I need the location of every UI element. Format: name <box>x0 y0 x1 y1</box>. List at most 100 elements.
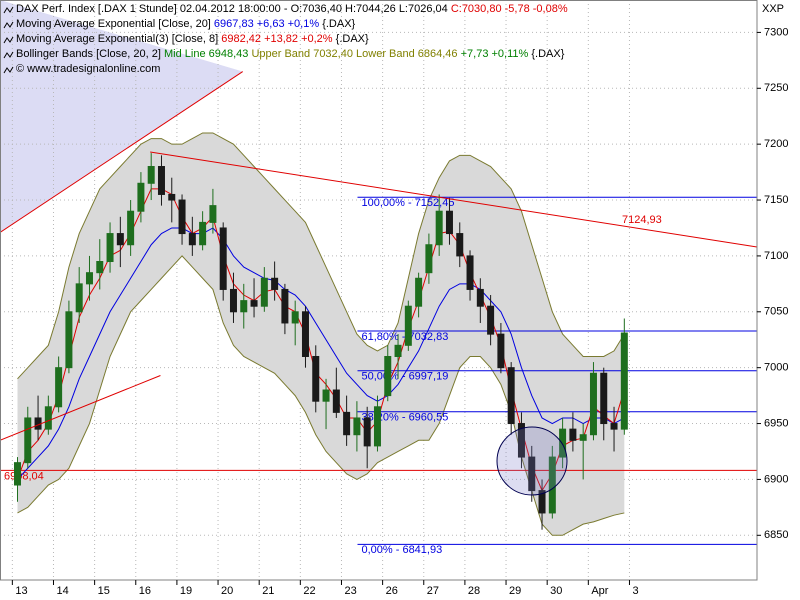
candle-body <box>291 311 299 324</box>
trendline-label: 7124,93 <box>622 214 662 226</box>
channel-shade <box>0 0 243 233</box>
candle-body <box>106 233 114 263</box>
level-label: 50,00% - 6997,19 <box>361 371 448 383</box>
candle-body <box>271 277 279 290</box>
candle-body <box>147 166 155 184</box>
x-tick-label: 14 <box>56 585 68 597</box>
x-tick-label: 20 <box>221 585 233 597</box>
candle-body <box>137 182 145 212</box>
candle-body <box>229 288 237 313</box>
symbol-label: XXP <box>762 3 784 15</box>
candle-body <box>600 372 608 425</box>
candle-body <box>569 428 577 441</box>
candle-body <box>589 372 597 436</box>
x-tick-label: Apr <box>591 585 608 597</box>
candle-body <box>579 434 587 441</box>
candle-body <box>404 305 412 346</box>
candle-body <box>435 210 443 246</box>
y-tick-label: 7200 <box>764 138 788 150</box>
y-tick-label: 7050 <box>764 306 788 318</box>
band-lower <box>17 255 625 536</box>
x-tick-label: 30 <box>550 585 562 597</box>
legend: DAX Perf. Index [.DAX 1 Stunde] 02.04.20… <box>3 3 568 75</box>
legend-line: DAX Perf. Index [.DAX 1 Stunde] 02.04.20… <box>16 3 568 15</box>
y-tick-label: 6850 <box>764 529 788 541</box>
legend-line: Bollinger Bands [Close, 20, 2] Mid Line … <box>16 48 565 60</box>
candle-body <box>168 193 176 201</box>
candle-body <box>610 423 618 430</box>
grid <box>0 0 757 580</box>
candle-body <box>281 288 289 324</box>
legend-text: +7,73 +0,11% <box>461 48 532 60</box>
candle-body <box>332 389 340 413</box>
candle-body <box>219 227 227 290</box>
candle-body <box>497 333 505 369</box>
candle-body <box>343 411 351 436</box>
highlight-circle <box>496 426 568 496</box>
candle-body <box>548 456 556 514</box>
candle-body <box>209 205 217 223</box>
x-tick-label: 21 <box>262 585 274 597</box>
candle-body <box>85 272 93 285</box>
legend-text: {.DAX} <box>531 48 564 60</box>
candle-body <box>425 244 433 274</box>
candle-body <box>260 277 268 307</box>
x-tick-label: 16 <box>139 585 151 597</box>
x-tick-label: 28 <box>468 585 480 597</box>
candle-body <box>373 406 381 447</box>
y-tick-label: 6950 <box>764 417 788 429</box>
x-tick-label: 26 <box>386 585 398 597</box>
y-tick-label: 7000 <box>764 362 788 374</box>
candle-body <box>157 166 165 195</box>
candle-body <box>384 355 392 397</box>
candle-body <box>476 288 484 307</box>
candle-body <box>487 305 495 335</box>
x-tick-label: 29 <box>509 585 521 597</box>
band-fill <box>17 132 625 536</box>
candle-body <box>96 261 104 274</box>
legend-text: Moving Average Exponential [Close, 20] <box>16 18 214 30</box>
y-tick-label: 7100 <box>764 250 788 262</box>
trendline <box>0 71 244 233</box>
y-tick-label: 7250 <box>764 82 788 94</box>
x-tick-label: 3 <box>632 585 638 597</box>
candle-body <box>620 332 628 430</box>
candle-body <box>65 311 73 369</box>
channel-fill <box>0 0 243 233</box>
candle-body <box>538 490 546 514</box>
legend-line: © www.tradesignalonline.com <box>16 63 160 75</box>
candle-body <box>528 456 536 492</box>
candle-body <box>75 283 83 313</box>
y-tick-label: 7300 <box>764 26 788 38</box>
level-label: 6908,04 <box>4 470 44 482</box>
candle-body <box>116 233 124 246</box>
legend-text: DAX Perf. Index [.DAX 1 Stunde] 02.04.20… <box>16 3 451 15</box>
candle-body <box>466 255 474 290</box>
candle-body <box>188 233 196 246</box>
level-label: 38,20% - 6960,55 <box>361 412 448 424</box>
legend-text: C:7030,80 -5,78 -0,08% <box>451 3 568 15</box>
candle-body <box>456 233 464 257</box>
candle-body <box>322 389 330 402</box>
legend-icon <box>3 21 14 29</box>
y-tick-label: 6900 <box>764 473 788 485</box>
legend-text: {.DAX} <box>322 18 355 30</box>
band-upper <box>17 132 625 380</box>
candle-body <box>127 210 135 246</box>
candle-body <box>415 277 423 307</box>
trendline <box>150 151 758 248</box>
level-label: 0,00% - 6841,93 <box>361 544 442 556</box>
candle-body <box>312 355 320 402</box>
candle-body <box>394 344 402 357</box>
candles <box>13 153 628 530</box>
legend-text: © www.tradesignalonline.com <box>16 63 160 75</box>
level-label: 100,00% - 7152,45 <box>361 197 454 209</box>
candle-body <box>559 428 567 458</box>
bollinger-bands <box>17 132 625 536</box>
candle-body <box>44 406 52 430</box>
candle-body <box>301 311 309 357</box>
legend-icon <box>3 66 14 74</box>
candle-body <box>250 300 258 307</box>
x-tick-label: 15 <box>98 585 110 597</box>
